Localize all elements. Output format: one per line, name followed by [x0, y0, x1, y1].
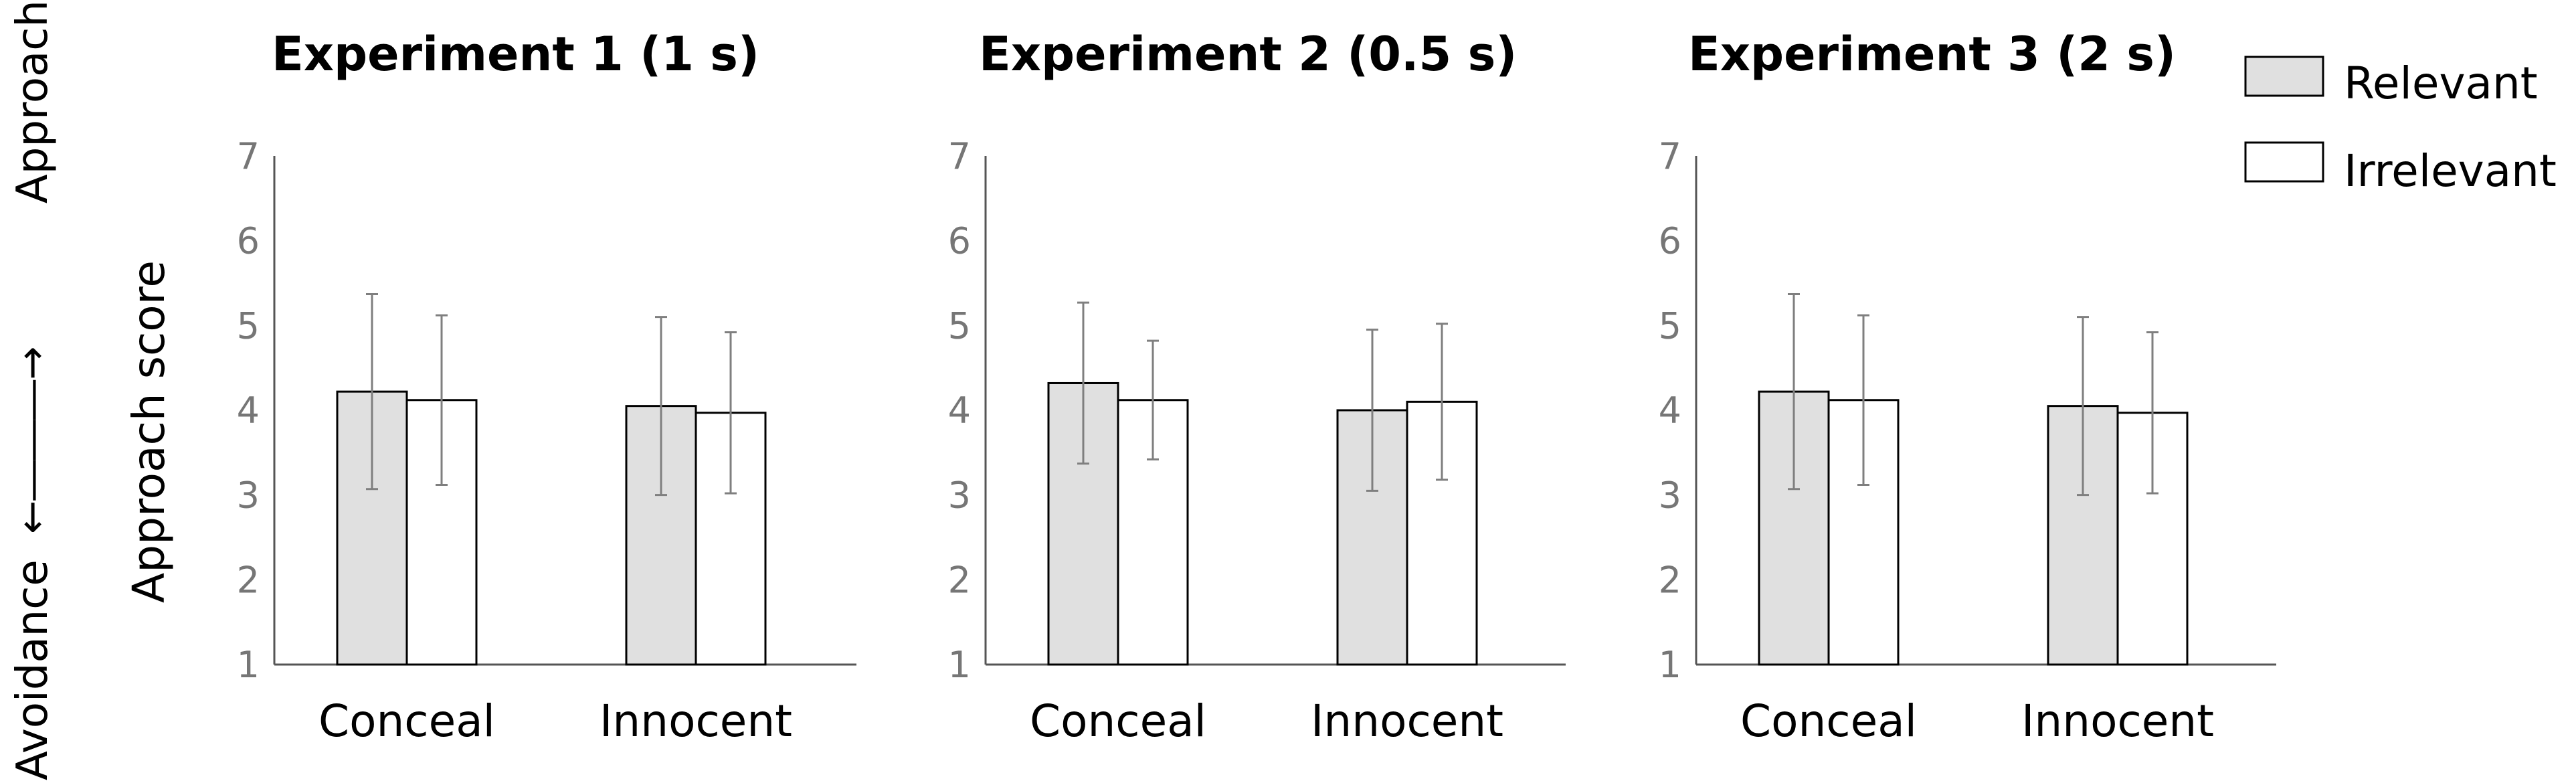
legend-label-irrelevant: Irrelevant: [2344, 145, 2557, 197]
error-bar: [725, 331, 737, 495]
y-tick-label: 4: [1659, 389, 1681, 432]
category-label: Innocent: [600, 695, 792, 747]
legend-swatch-irrelevant: [2244, 141, 2324, 183]
category-label: Conceal: [1030, 695, 1206, 747]
chart-panel-2: Experiment 2 (0.5 s) 1 2 3 4 5 6 7 Conceal Innoce…: [948, 27, 1566, 747]
panel-title: Experiment 2 (0.5 s): [979, 27, 1517, 82]
y-tick-label: 7: [948, 135, 971, 177]
error-bar: [1788, 292, 1800, 491]
chart-panels: Experiment 1 (1 s) 1 2 3 4 5 6 7 Conceal Innocent…: [237, 27, 2276, 747]
legend: Relevant Irrelevant: [2244, 56, 2557, 197]
y-tick-label: 2: [237, 559, 260, 601]
y-tick-label: 4: [237, 389, 260, 432]
error-bar: [1436, 323, 1448, 481]
panel-title: Experiment 1 (1 s): [272, 27, 759, 82]
y-axis-label: Approach score: [123, 260, 175, 603]
chart-panel-3: Experiment 3 (2 s) 1 2 3 4 5 6 7 Conceal Innocent: [1659, 27, 2276, 747]
legend-swatch-relevant: [2244, 56, 2324, 97]
y-tick-label: 4: [948, 389, 971, 432]
panel-title: Experiment 3 (2 s): [1688, 27, 2176, 82]
double-arrow-icon: ←―――→: [9, 346, 56, 534]
y-tick-label: 5: [1659, 305, 1681, 347]
y-tick-label: 3: [237, 474, 260, 517]
y-tick-label: 5: [237, 305, 260, 347]
error-bar: [2077, 316, 2089, 497]
y-tick-label: 3: [1659, 474, 1681, 517]
side-label-bottom: Avoidance: [8, 559, 58, 780]
y-tick-label: 7: [1659, 135, 1681, 177]
chart-panel-1: Experiment 1 (1 s) 1 2 3 4 5 6 7 Conceal Innocent: [237, 27, 856, 747]
legend-label-relevant: Relevant: [2344, 58, 2538, 109]
y-tick-label: 2: [1659, 559, 1681, 601]
category-label: Conceal: [318, 695, 495, 747]
side-label-top: Approach: [8, 0, 58, 203]
error-bar: [366, 292, 378, 491]
category-label: Innocent: [2021, 695, 2214, 747]
y-tick-label: 5: [948, 305, 971, 347]
bar-irrelevant-conceal: [405, 399, 478, 666]
y-tick-label: 1: [237, 644, 260, 686]
error-bar: [1147, 339, 1159, 460]
error-bar: [1077, 301, 1089, 465]
y-tick-label: 6: [237, 220, 260, 262]
category-label: Conceal: [1740, 695, 1917, 747]
error-bar: [436, 314, 448, 486]
side-axis-label: Avoidance ←―――→ Approach: [8, 0, 58, 780]
y-tick-label: 6: [948, 220, 971, 262]
category-label: Innocent: [1311, 695, 1503, 747]
error-bar: [1366, 329, 1378, 492]
y-tick-label: 1: [1659, 644, 1681, 686]
y-tick-label: 3: [948, 474, 971, 517]
error-bar: [655, 316, 667, 497]
error-bar: [2146, 331, 2158, 495]
y-tick-label: 1: [948, 644, 971, 686]
y-tick-label: 7: [237, 135, 260, 177]
y-tick-label: 6: [1659, 220, 1681, 262]
error-bar: [1857, 314, 1869, 486]
y-tick-label: 2: [948, 559, 971, 601]
